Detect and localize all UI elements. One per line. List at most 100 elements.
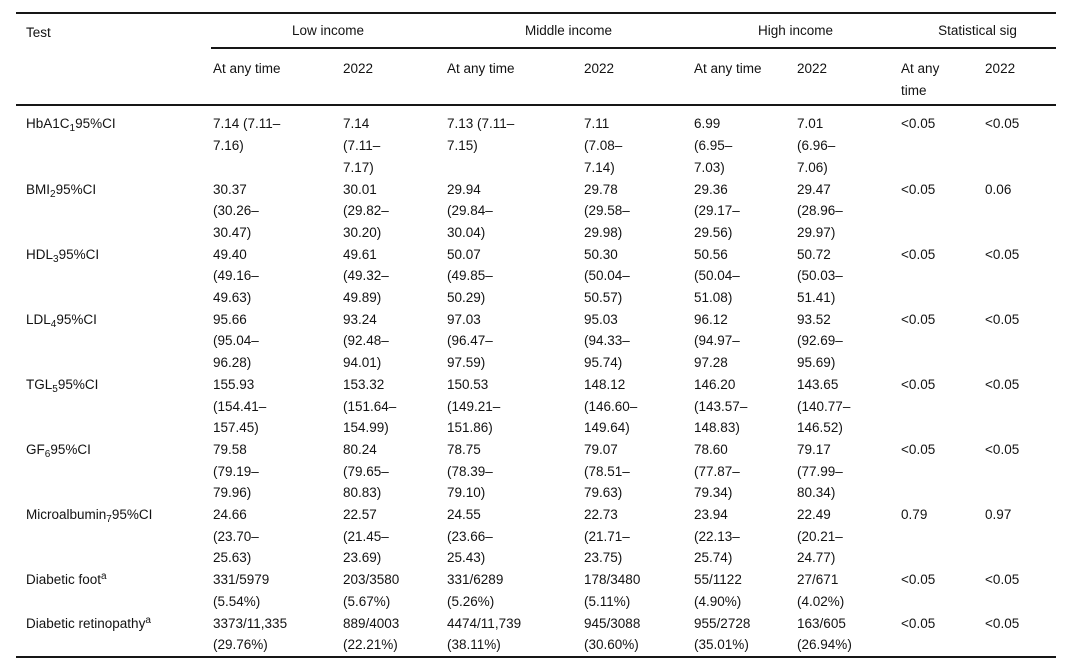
data-cell: 30.01 (29.82– 30.20) [343,181,389,240]
data-cell: 29.78 (29.58– 29.98) [584,181,630,240]
column-header-middle-2022: 2022 [582,48,693,107]
data-cell: 0.06 [985,181,1012,197]
table-row-tgl: TGL595%CI 155.93 (154.41– 157.45) 153.32… [16,374,1056,439]
data-cell: 146.20 (143.57– 148.83) [694,376,748,436]
row-label-subscript: 2 [50,188,56,200]
data-cell: 49.40 (49.16– 49.63) [213,246,259,306]
column-header-stat-at-any-time: At any time [899,48,984,107]
row-label-subscript: 5 [52,383,58,395]
row-label-text: 95%CI [57,376,99,392]
data-cell: 78.60 (77.87– 79.34) [694,441,740,501]
table-row-bmi: BMI295%CI 30.37 (30.26– 30.47) 30.01 (29… [16,179,1056,244]
data-cell: 0.79 [901,507,928,523]
data-cell: 22.73 (21.71– 23.75) [584,507,630,566]
column-group-middle-income: Middle income [445,13,693,49]
data-cell: 95.03 (94.33– 95.74) [584,311,630,371]
data-cell: 79.17 (77.99– 80.34) [797,441,843,501]
column-header-high-at-any-time: At any time [692,48,796,107]
data-cell: 143.65 (140.77– 146.52) [797,376,851,436]
data-cell: <0.05 [901,181,936,197]
data-cell: 93.52 (92.69– 95.69) [797,311,843,371]
column-header-test: Test [16,13,211,107]
row-label-subscript: 4 [50,318,57,330]
data-cell: 29.47 (28.96– 29.97) [797,181,843,240]
data-cell: 93.24 (92.48– 94.01) [343,311,389,371]
data-cell: 79.07 (78.51– 79.63) [584,441,630,501]
column-header-stat-2022: 2022 [983,48,1057,107]
header-sub-row: At any time 2022 At any time 2022 At any… [16,48,1057,107]
row-label-text: Microalbumin [26,507,107,523]
data-cell: 50.72 (50.03– 51.41) [797,246,843,306]
data-cell: 78.75 (78.39– 79.10) [447,441,493,501]
row-label-text: BMI [26,181,51,197]
row-label: TGL595%CI [16,374,211,439]
data-cell: <0.05 [901,572,936,588]
data-cell: 331/6289 (5.26%) [447,572,504,609]
results-table: Test Low income Middle income High incom… [16,12,1057,658]
data-cell: 163/605 (26.94%) [797,615,852,653]
row-label: GF695%CI [16,439,211,504]
data-cell: <0.05 [985,376,1020,392]
data-cell: 49.61 (49.32– 49.89) [343,246,389,306]
data-cell: 945/3088 (30.60%) [584,615,641,653]
data-cell: 203/3580 (5.67%) [343,572,400,609]
row-label: HbA1C195%CI [16,105,211,178]
column-header-middle-at-any-time: At any time [445,48,583,107]
row-label-text: TGL [26,376,53,392]
data-cell: 7.14 (7.11– 7.16) [213,116,281,154]
row-label-subscript: 1 [69,123,76,135]
data-cell: 0.97 [985,507,1012,523]
row-label: LDL495%CI [16,309,211,374]
row-label-text: 95%CI [75,116,116,132]
data-cell: 331/5979 (5.54%) [213,572,270,609]
table-row-gf: GF695%CI 79.58 (79.19– 79.96) 80.24 (79.… [16,439,1056,504]
row-label-text: 95%CI [55,181,97,197]
data-cell: 155.93 (154.41– 157.45) [213,376,267,436]
data-cell: 955/2728 (35.01%) [694,615,751,653]
row-label: Diabetic foota [16,569,211,612]
data-cell: <0.05 [901,615,936,631]
table-row-diabetic-foot: Diabetic foota 331/5979 (5.54%) 203/3580… [16,569,1056,612]
data-cell: 30.37 (30.26– 30.47) [213,181,259,240]
data-cell: <0.05 [985,311,1020,327]
row-label-text: 95%CI [58,246,100,262]
row-label-subscript: 6 [44,448,51,460]
data-cell: 50.30 (50.04– 50.57) [584,246,630,306]
column-header-high-2022: 2022 [795,48,900,107]
table-row-hba1c: HbA1C195%CI 7.14 (7.11– 7.16) 7.14 (7.11… [16,105,1056,178]
table-row-ldl: LDL495%CI 95.66 (95.04– 96.28) 93.24 (92… [16,309,1056,374]
data-cell: 23.94 (22.13– 25.74) [694,507,740,566]
data-cell: 24.66 (23.70– 25.63) [213,507,259,566]
data-cell: 22.49 (20.21– 24.77) [797,507,843,566]
data-cell: 7.13 (7.11– 7.15) [447,116,515,154]
data-cell: <0.05 [901,116,936,132]
row-label-text: 95%CI [111,507,153,523]
data-cell: 95.66 (95.04– 96.28) [213,311,259,371]
column-group-low-income: Low income [211,13,446,49]
data-cell: 50.07 (49.85– 50.29) [447,246,493,306]
header-group-row: Test Low income Middle income High incom… [16,13,1057,107]
row-label-text: 95%CI [50,441,91,457]
row-label: Microalbumin795%CI [16,504,211,569]
data-cell: <0.05 [901,311,936,327]
row-label-superscript: a [101,571,107,583]
row-label-subscript: 7 [106,514,112,526]
data-cell: 55/1122 (4.90%) [694,572,742,609]
data-cell: 24.55 (23.66– 25.43) [447,507,493,566]
data-cell: 29.36 (29.17– 29.56) [694,181,740,240]
data-cell: 178/3480 (5.11%) [584,572,641,609]
data-cell: 7.01 (6.96– 7.06) [797,116,836,175]
column-header-low-2022: 2022 [341,48,446,107]
column-group-high-income: High income [692,13,900,49]
data-cell: 889/4003 (22.21%) [343,615,400,653]
data-cell: 96.12 (94.97– 97.28 [694,311,740,371]
row-label: BMI295%CI [16,179,211,244]
table-row-microalbumin: Microalbumin795%CI 24.66 (23.70– 25.63) … [16,504,1056,569]
row-label-subscript: 3 [53,253,59,265]
data-cell: 150.53 (149.21– 151.86) [447,376,501,436]
data-cell: <0.05 [985,246,1020,262]
row-label-text: HDL [26,246,54,262]
data-cell: <0.05 [985,441,1020,457]
row-label-text: LDL [26,311,51,327]
